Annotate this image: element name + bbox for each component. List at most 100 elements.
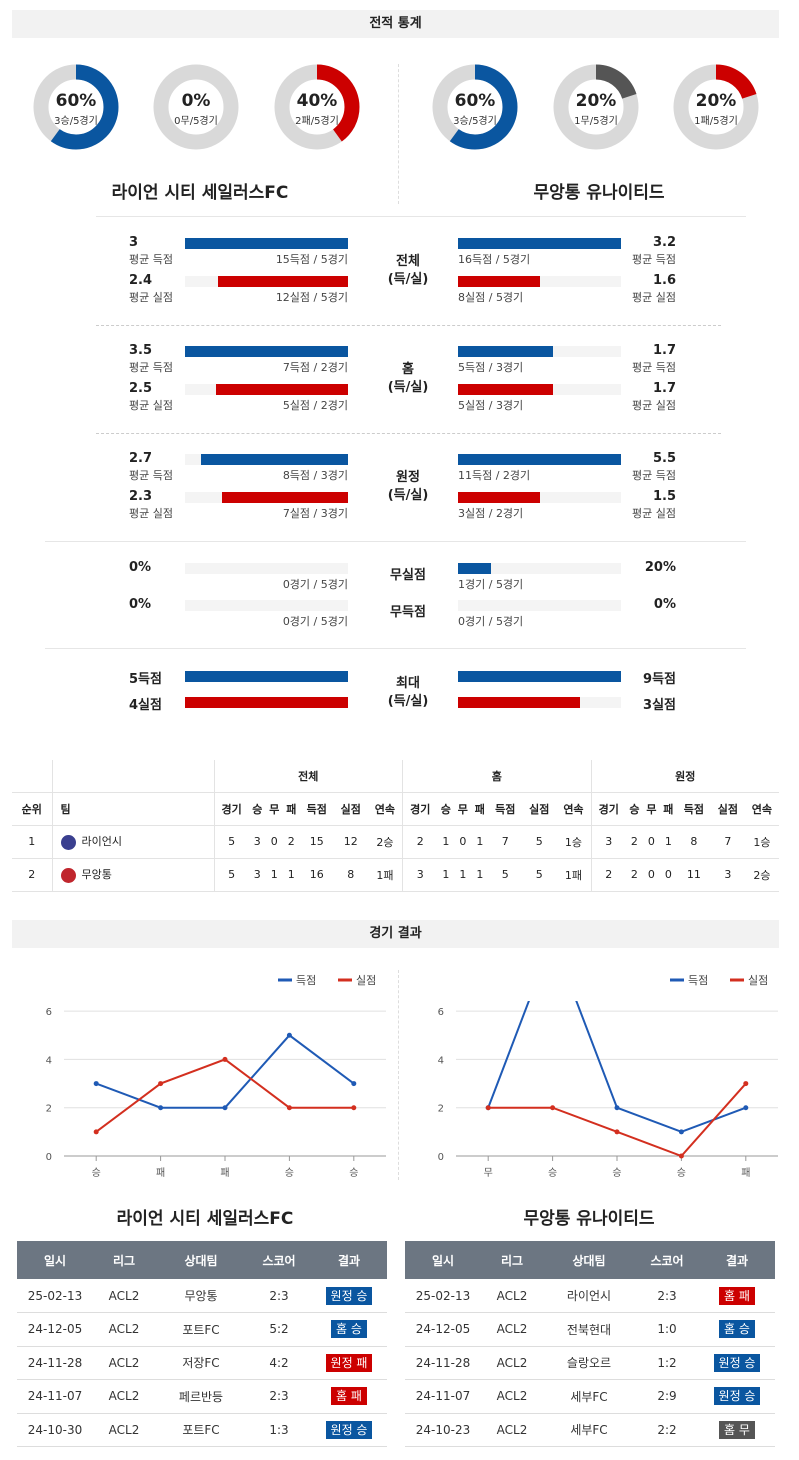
team-cell[interactable]: 라이언시	[51, 825, 214, 859]
streak-label: 무득점	[390, 605, 426, 620]
result-badge: 원정 승	[713, 1353, 761, 1372]
right-stat-caption: 11득점 / 2경기	[458, 469, 531, 482]
right-max-value: 9득점	[643, 672, 676, 687]
results-row: 24-11-07 ACL2 페르반등 2:3 홈 패	[17, 1379, 387, 1414]
opponent[interactable]: 페르반등	[155, 1379, 247, 1414]
donut-caption: 0무/5경기	[174, 116, 218, 127]
opponent[interactable]: 전북현대	[543, 1312, 635, 1347]
column-header: 승	[437, 792, 455, 826]
legend-label[interactable]: 실점	[356, 974, 376, 987]
donut-percent: 60%	[454, 91, 496, 111]
standings-column-header: 순위 팀 경기 승 무 패 득점 실점 연속 경기 승 무 패 득점 실점 연속 경기 승 무 패 득점 실점 연속	[12, 792, 779, 826]
stat-cell: 3	[248, 825, 266, 859]
team-crest-icon	[60, 834, 76, 850]
left-max-bar	[185, 671, 348, 682]
column-header: 패	[282, 792, 300, 826]
result-cell: 원정 승	[311, 1279, 387, 1313]
group-sublabel: (득/실)	[387, 488, 429, 503]
team-name[interactable]: 무앙통	[81, 868, 112, 882]
right-stat-caption: 1경기 / 5경기	[458, 578, 524, 591]
donut-percent: 0%	[181, 91, 211, 111]
stat-cell: 1	[471, 858, 489, 892]
match-date: 25-02-13	[17, 1279, 93, 1313]
right-stat-label: 평균 실점	[632, 399, 676, 412]
right-stat-bar	[458, 276, 540, 287]
column-header: 패	[659, 792, 677, 826]
result-cell: 원정 패	[311, 1346, 387, 1380]
stat-cell: 1패	[367, 858, 403, 892]
data-point	[678, 1153, 684, 1159]
match-score: 2:3	[635, 1279, 699, 1313]
opponent[interactable]: 포트FC	[155, 1312, 247, 1347]
legend-label[interactable]: 득점	[688, 974, 708, 987]
y-tick-label: 2	[46, 1104, 52, 1115]
donut-fill	[432, 64, 518, 150]
standings-table: 전체 홈 원정 순위 팀 경기 승 무 패 득점 실점 연속 경기 승 무 패 득점 실점 연속 경기 승 무 패…	[12, 760, 779, 892]
left-max-value: 5득점	[129, 672, 162, 687]
column-header: 승	[625, 792, 643, 826]
stat-cell: 1	[437, 858, 455, 892]
donut-caption: 3승/5경기	[453, 116, 497, 127]
team-name[interactable]: 라이언시	[81, 835, 122, 849]
opponent[interactable]: 세부FC	[543, 1413, 635, 1447]
match-date: 24-11-07	[17, 1379, 93, 1414]
stats-section-header: 전적 통계	[12, 10, 779, 38]
x-tick-label: 승	[92, 1167, 101, 1179]
left-stat-caption: 15득점 / 5경기	[275, 253, 348, 266]
match-date: 24-10-23	[405, 1413, 481, 1447]
left-stat-label: 평균 실점	[129, 399, 173, 412]
stat-cell: 0	[642, 858, 660, 892]
results-row: 24-12-05 ACL2 전북현대 1:0 홈 승	[405, 1312, 775, 1347]
stat-cell: 3	[710, 858, 745, 892]
rank-header: 순위	[12, 792, 52, 826]
away-team-title: 무앙통 유나이티드	[533, 183, 665, 203]
results-row: 25-02-13 ACL2 라이언시 2:3 홈 패	[405, 1279, 775, 1313]
left-stat-label: 평균 득점	[129, 361, 173, 374]
right-stat-bar	[458, 346, 553, 357]
legend-label[interactable]: 실점	[748, 974, 768, 987]
match-league: ACL2	[93, 1379, 155, 1414]
left-stat-label: 평균 득점	[129, 253, 173, 266]
left-max-value: 4실점	[129, 698, 162, 713]
right-stat-value: 1.7	[652, 343, 676, 358]
match-score: 1:2	[635, 1346, 699, 1380]
opponent[interactable]: 무앙통	[155, 1279, 247, 1313]
team-cell[interactable]: 무앙통	[51, 858, 214, 892]
column-header: 실점	[710, 792, 745, 826]
results-column-header: 결과	[699, 1241, 775, 1279]
match-date: 24-11-28	[17, 1346, 93, 1380]
match-date: 24-11-28	[405, 1346, 481, 1380]
data-point	[743, 1081, 749, 1087]
match-league: ACL2	[93, 1346, 155, 1380]
match-score: 1:3	[247, 1413, 311, 1447]
result-badge: 홈 무	[719, 1420, 755, 1439]
left-stat-value: 2.4	[129, 273, 153, 288]
x-tick-label: 승	[548, 1167, 557, 1179]
results-column-header: 리그	[93, 1241, 155, 1279]
match-league: ACL2	[481, 1413, 543, 1447]
donut-chart: 0% 0무/5경기	[153, 64, 239, 150]
streak-label: 무실점	[390, 568, 426, 583]
opponent[interactable]: 포트FC	[155, 1413, 247, 1447]
stat-cell: 15	[299, 825, 334, 859]
column-header: 실점	[333, 792, 368, 826]
left-stat-caption: 0경기 / 5경기	[282, 578, 348, 591]
stat-cell: 8	[333, 858, 368, 892]
stat-cell: 5	[213, 858, 249, 892]
opponent[interactable]: 라이언시	[543, 1279, 635, 1313]
donut-percent: 20%	[575, 91, 617, 111]
legend-label[interactable]: 득점	[296, 974, 316, 987]
results-header-row: 일시 리그 상대팀 스코어 결과	[405, 1241, 775, 1279]
results-row: 24-11-28 ACL2 슬랑오르 1:2 원정 승	[405, 1346, 775, 1380]
stat-cell: 1	[471, 825, 489, 859]
column-header: 득점	[488, 792, 523, 826]
donut-chart: 20% 1무/5경기	[553, 64, 639, 150]
left-stat-bar	[185, 238, 348, 249]
divider	[96, 325, 721, 326]
opponent[interactable]: 세부FC	[543, 1379, 635, 1414]
match-league: ACL2	[93, 1312, 155, 1347]
opponent[interactable]: 저장FC	[155, 1346, 247, 1380]
opponent[interactable]: 슬랑오르	[543, 1346, 635, 1380]
result-badge: 홈 승	[331, 1320, 367, 1339]
stat-cell: 1승	[556, 825, 592, 859]
